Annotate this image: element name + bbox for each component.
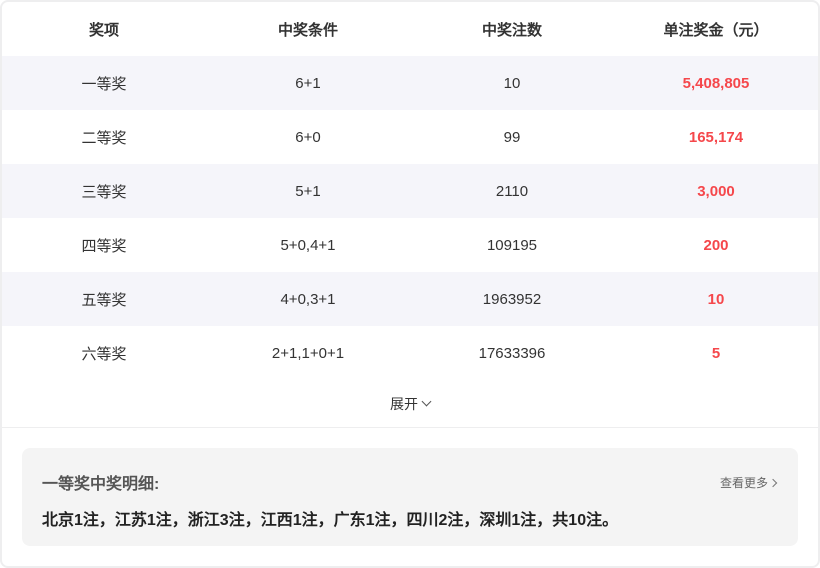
- prize-amount: 5,408,805: [682, 74, 750, 92]
- view-more-label: 查看更多: [719, 476, 768, 490]
- table-row: 二等奖 6+0 99 165,174: [2, 110, 818, 164]
- prize-level: 四等奖: [81, 237, 127, 255]
- prize-level: 六等奖: [81, 345, 127, 363]
- winner-count: 109195: [486, 236, 538, 254]
- header-condition: 中奖条件: [277, 21, 338, 39]
- chevron-right-icon: [768, 478, 778, 488]
- table-header: 奖项 中奖条件 中奖注数 单注奖金（元）: [2, 2, 818, 56]
- table-row: 一等奖 6+1 10 5,408,805: [2, 56, 818, 110]
- prize-level: 一等奖: [81, 75, 127, 93]
- winner-count: 99: [503, 128, 521, 146]
- table-row: 五等奖 4+0,3+1 1963952 10: [2, 272, 818, 326]
- prize-amount: 5: [711, 344, 721, 362]
- winner-count: 10: [503, 74, 521, 92]
- prize-condition: 4+0,3+1: [280, 290, 336, 308]
- prize-level: 三等奖: [81, 183, 127, 201]
- header-prize: 单注奖金（元）: [663, 21, 769, 39]
- detail-text: 北京1注，江苏1注，浙江3注，江西1注，广东1注，四川2注，深圳1注，共10注。: [42, 512, 619, 529]
- view-more-link[interactable]: 查看更多: [719, 474, 778, 491]
- chevron-down-icon: [421, 396, 432, 406]
- prize-amount: 165,174: [688, 128, 744, 146]
- prize-condition: 6+0: [295, 128, 321, 146]
- prize-condition: 5+1: [295, 182, 321, 200]
- winner-count: 1963952: [482, 290, 542, 308]
- expand-button[interactable]: 展开: [2, 380, 818, 428]
- first-prize-detail: 一等奖中奖明细: 北京1注，江苏1注，浙江3注，江西1注，广东1注，四川2注，深…: [22, 448, 798, 546]
- prize-amount: 3,000: [697, 182, 735, 200]
- winner-count: 2110: [495, 182, 529, 200]
- prize-amount: 200: [703, 236, 729, 254]
- winner-count: 17633396: [478, 344, 546, 362]
- table-row: 四等奖 5+0,4+1 109195 200: [2, 218, 818, 272]
- header-level: 奖项: [88, 21, 119, 39]
- prize-level: 二等奖: [81, 129, 127, 147]
- expand-label: 展开: [390, 395, 418, 412]
- prize-amount: 10: [707, 290, 725, 308]
- header-count: 中奖注数: [481, 21, 542, 39]
- prize-condition: 6+1: [295, 74, 321, 92]
- table-row: 三等奖 5+1 2110 3,000: [2, 164, 818, 218]
- detail-title: 一等奖中奖明细:: [42, 476, 160, 493]
- prize-condition: 2+1,1+0+1: [271, 344, 345, 362]
- table-row: 六等奖 2+1,1+0+1 17633396 5: [2, 326, 818, 380]
- prize-level: 五等奖: [81, 291, 127, 309]
- prize-condition: 5+0,4+1: [280, 236, 336, 254]
